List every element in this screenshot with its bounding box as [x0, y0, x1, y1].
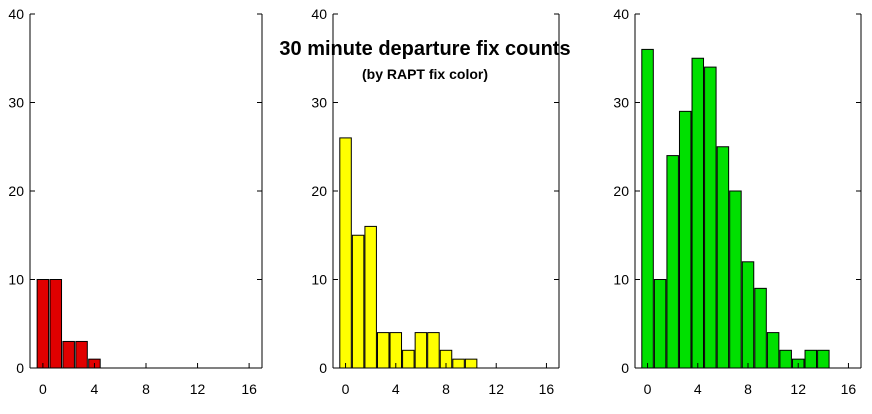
- x-tick-label-3-2: 8: [744, 381, 752, 397]
- y-tick-label-3-1: 10: [613, 272, 629, 288]
- x-tick-label-3-3: 12: [790, 381, 806, 397]
- bar-3-1: [653, 279, 667, 369]
- bar-2-0: [339, 137, 352, 369]
- y-tick-label-3-3: 30: [613, 95, 629, 111]
- bar-2-2: [364, 225, 377, 369]
- y-tick-label-2-2: 20: [311, 183, 327, 199]
- x-tick-label-2-1: 4: [392, 381, 400, 397]
- bar-3-8: [741, 261, 755, 369]
- y-tick-label-1-2: 20: [8, 183, 24, 199]
- y-tick-label-2-0: 0: [319, 360, 327, 376]
- x-tick-label-1-1: 4: [91, 381, 99, 397]
- y-tick-label-1-1: 10: [8, 272, 24, 288]
- y-tick-label-1-0: 0: [16, 360, 24, 376]
- chart-subtitle: (by RAPT fix color): [362, 66, 488, 82]
- y-tick-label-3-0: 0: [621, 360, 629, 376]
- y-tick-label-1-4: 40: [8, 6, 24, 22]
- y-tick-label-2-3: 30: [311, 95, 327, 111]
- bar-1-0: [36, 279, 50, 369]
- bar-3-4: [691, 57, 705, 369]
- bar-3-6: [716, 146, 730, 369]
- x-tick-label-3-4: 16: [841, 381, 857, 397]
- bar-3-0: [641, 48, 654, 369]
- bar-2-9: [452, 358, 465, 369]
- x-tick-label-1-2: 8: [142, 381, 150, 397]
- x-tick-label-3-0: 0: [644, 381, 652, 397]
- x-tick-label-2-3: 12: [488, 381, 504, 397]
- bar-3-9: [754, 287, 767, 369]
- bar-3-7: [729, 190, 742, 369]
- bar-2-4: [389, 332, 403, 369]
- y-tick-label-2-4: 40: [311, 6, 327, 22]
- y-tick-label-3-4: 40: [613, 6, 629, 22]
- bar-1-1: [49, 279, 63, 369]
- x-tick-label-3-1: 4: [694, 381, 702, 397]
- bar-3-11: [779, 349, 792, 369]
- bar-3-13: [804, 349, 818, 369]
- bar-3-5: [704, 66, 717, 369]
- bar-3-10: [766, 332, 780, 369]
- x-tick-label-2-4: 16: [539, 381, 555, 397]
- x-tick-label-1-0: 0: [39, 381, 47, 397]
- chart-title: 30 minute departure fix counts: [279, 38, 570, 60]
- bar-2-5: [402, 349, 415, 369]
- bar-1-2: [62, 340, 75, 369]
- bar-3-14: [817, 349, 830, 369]
- bar-2-3: [376, 332, 390, 369]
- x-tick-label-2-2: 8: [442, 381, 450, 397]
- bar-2-7: [427, 332, 440, 369]
- bar-2-1: [351, 234, 365, 369]
- bar-3-2: [666, 155, 679, 369]
- y-tick-label-3-2: 20: [613, 183, 629, 199]
- bar-3-3: [678, 110, 692, 369]
- bar-1-3: [75, 340, 88, 369]
- bar-2-10: [464, 358, 478, 369]
- x-tick-label-2-0: 0: [342, 381, 350, 397]
- bar-2-6: [414, 332, 428, 369]
- y-tick-label-2-1: 10: [311, 272, 327, 288]
- y-tick-label-1-3: 30: [8, 95, 24, 111]
- x-tick-label-1-3: 12: [190, 381, 206, 397]
- x-tick-label-1-4: 16: [241, 381, 257, 397]
